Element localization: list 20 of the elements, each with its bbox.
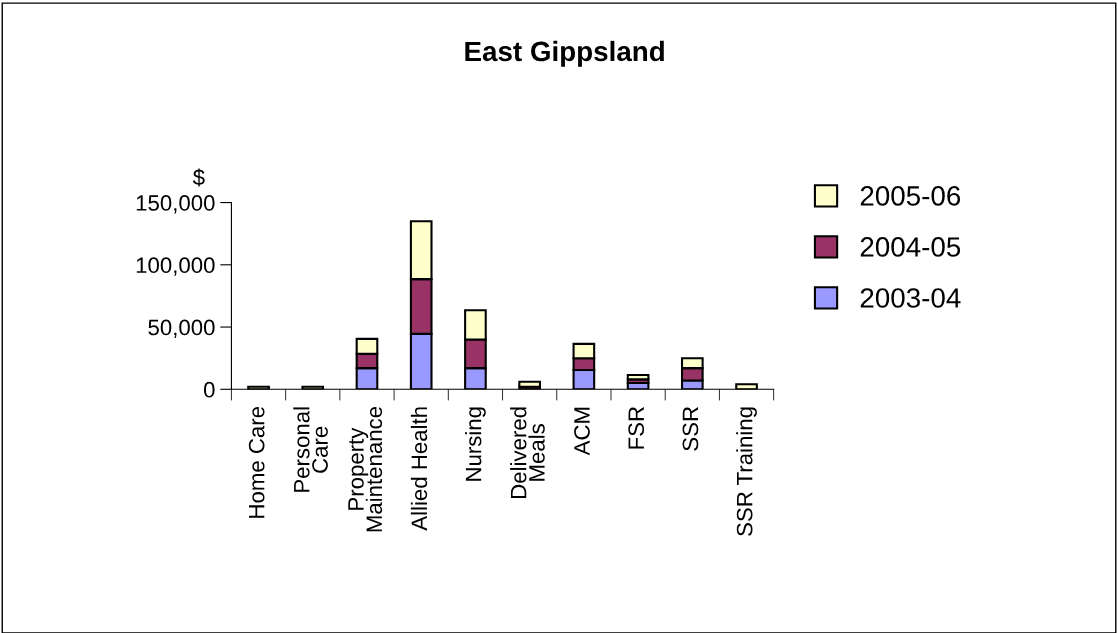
chart-title: East Gippsland — [465, 40, 664, 67]
legend-label: 2005-06 — [860, 186, 961, 206]
x-tick-label: Personal Care — [293, 407, 328, 492]
x-tick-label: Allied Health — [410, 407, 428, 531]
legend-label: 2004-05 — [860, 237, 961, 257]
legend-label: 2003-04 — [860, 288, 961, 308]
x-tick-label: Home Care — [248, 406, 265, 518]
x-tick-label: SSR — [682, 406, 699, 451]
y-tick-label: 0 — [203, 381, 215, 398]
x-tick-label: FSR — [628, 406, 645, 449]
x-tick-label: Property Maintenance — [348, 406, 383, 532]
x-tick-label: Nursing — [465, 407, 486, 481]
y-tick-label: 100,000 — [136, 257, 215, 276]
x-tick-label: SSR Training — [736, 407, 757, 536]
y-tick-label: 150,000 — [136, 195, 215, 214]
bar — [626, 373, 650, 381]
x-tick-label: ACM — [574, 407, 590, 456]
x-tick-label: Delivered Meals — [510, 407, 545, 498]
y-tick-label: 50,000 — [148, 319, 215, 338]
y-axis-title: $ — [192, 168, 205, 187]
